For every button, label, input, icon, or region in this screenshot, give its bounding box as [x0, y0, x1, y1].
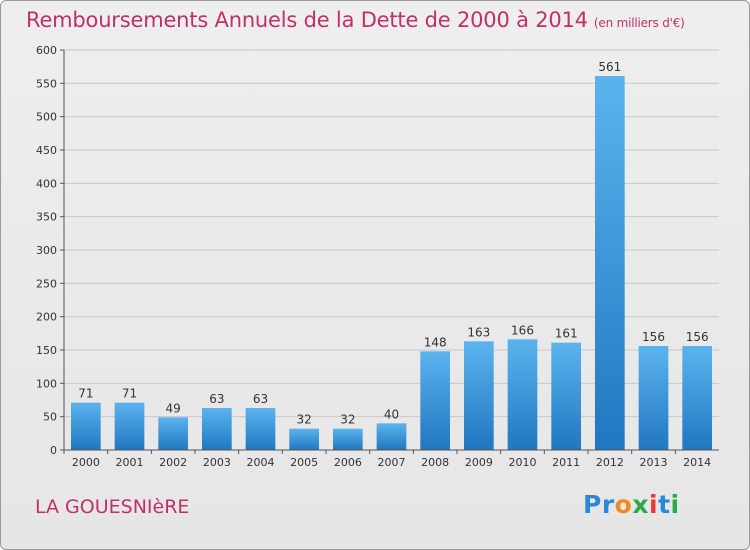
- y-tick-label: 100: [36, 377, 57, 390]
- chart-title-text: Remboursements Annuels de la Dette de 20…: [26, 8, 588, 32]
- x-tick-label: 2014: [683, 456, 711, 469]
- chart-unit: (en milliers d'€): [593, 16, 685, 30]
- bar: [507, 339, 538, 450]
- bar: [376, 423, 407, 450]
- bar-value-label: 71: [122, 387, 137, 401]
- bar-value-label: 63: [253, 392, 268, 406]
- bar: [332, 428, 363, 450]
- bar-value-label: 156: [686, 330, 709, 344]
- x-tick-label: 2008: [421, 456, 449, 469]
- x-tick-label: 2006: [334, 456, 362, 469]
- bar: [682, 346, 713, 450]
- bar-value-label: 49: [166, 401, 181, 415]
- x-tick-label: 2007: [378, 456, 406, 469]
- y-tick-label: 550: [36, 77, 57, 90]
- bar-value-label: 166: [511, 323, 534, 337]
- commune-name: LA GOUESNIèRE: [35, 496, 190, 518]
- x-tick-label: 2012: [596, 456, 624, 469]
- bar: [70, 402, 101, 450]
- chart-title: Remboursements Annuels de la Dette de 20…: [26, 8, 685, 32]
- bar-value-label: 32: [340, 413, 355, 427]
- x-tick-label: 2001: [116, 456, 144, 469]
- x-tick-label: 2013: [640, 456, 668, 469]
- x-tick-label: 2010: [509, 456, 537, 469]
- bar-value-label: 561: [598, 60, 621, 74]
- x-tick-label: 2000: [72, 456, 100, 469]
- bar-value-label: 32: [297, 413, 312, 427]
- bar-value-label: 71: [78, 387, 93, 401]
- bar: [638, 346, 669, 450]
- y-tick-label: 450: [36, 144, 57, 157]
- x-tick-label: 2009: [465, 456, 493, 469]
- y-tick-label: 50: [43, 411, 57, 424]
- y-tick-label: 0: [50, 444, 57, 457]
- bar: [158, 417, 189, 450]
- bar: [463, 341, 494, 450]
- bar: [594, 76, 625, 450]
- bar: [551, 342, 582, 450]
- bar-value-label: 163: [467, 325, 490, 339]
- bars: 71 71 49 63 63 32 32 40 148 163 166 161 561 156 156: [70, 60, 713, 450]
- x-tick-label: 2005: [290, 456, 318, 469]
- bar: [201, 408, 232, 450]
- y-tick-label: 200: [36, 311, 57, 324]
- y-tick-label: 250: [36, 277, 57, 290]
- x-tick-label: 2003: [203, 456, 231, 469]
- bar: [420, 351, 451, 450]
- y-tick-label: 300: [36, 244, 57, 257]
- y-tick-label: 600: [36, 44, 57, 57]
- bar: [114, 402, 145, 450]
- bar-value-label: 148: [424, 335, 447, 349]
- bar-value-label: 63: [209, 392, 224, 406]
- x-tick-label: 2011: [552, 456, 580, 469]
- y-tick-label: 500: [36, 111, 57, 124]
- bar-value-label: 40: [384, 407, 399, 421]
- bar: [245, 408, 276, 450]
- bar-value-label: 161: [555, 327, 578, 341]
- bar: [289, 428, 320, 450]
- y-tick-label: 400: [36, 177, 57, 190]
- x-tick-label: 2002: [159, 456, 187, 469]
- x-tick-label: 2004: [247, 456, 275, 469]
- y-tick-label: 350: [36, 211, 57, 224]
- axes: 0 50 100 150 200 250 300 350 400 450 500 550 600 2000…: [36, 44, 719, 469]
- y-tick-label: 150: [36, 344, 57, 357]
- bar-value-label: 156: [642, 330, 665, 344]
- proxiti-logo: Proxiti: [583, 490, 680, 519]
